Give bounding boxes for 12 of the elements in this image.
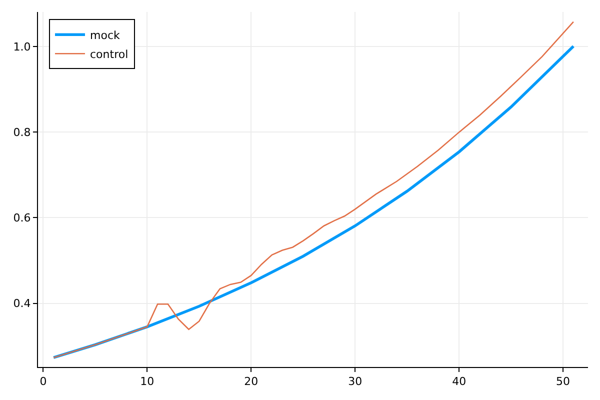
x-tick-label: 20 [244,375,258,388]
y-tick-label: 0.4 [13,297,31,310]
x-tick-label: 30 [348,375,362,388]
y-tick-label: 0.8 [13,126,31,140]
x-tick-label: 50 [556,375,570,388]
legend-label: control [90,48,128,61]
legend-label: mock [90,28,120,42]
y-tick-label: 0.6 [13,212,31,225]
x-tick-label: 40 [452,375,466,388]
y-tick-label: 1.0 [13,40,31,54]
x-tick-label: 10 [140,375,154,388]
x-tick-label: 0 [40,375,47,388]
